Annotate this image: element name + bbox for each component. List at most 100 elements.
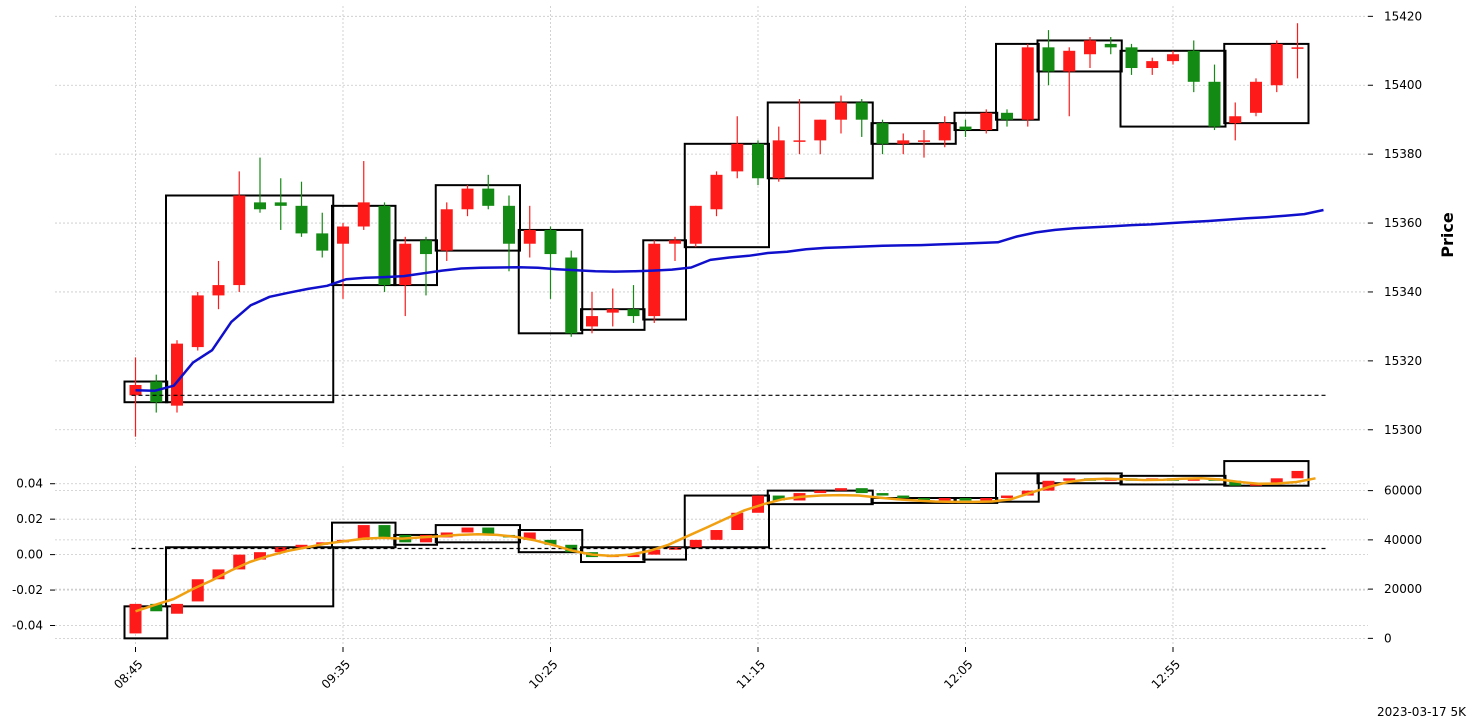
right-tick-label: 20000 (1384, 582, 1422, 596)
candle-body (191, 295, 204, 348)
candle-body (544, 229, 557, 255)
candle-body (129, 384, 142, 396)
indicator-bar (565, 544, 578, 553)
indicator-bar (212, 569, 225, 580)
candle-body (523, 229, 536, 244)
candle-body (1250, 81, 1262, 113)
candle-body (233, 195, 246, 286)
candle-body (295, 205, 308, 234)
indicator-bar (710, 530, 723, 540)
indicator-bar (129, 603, 142, 634)
indicator-box (393, 533, 438, 546)
indicator-box (870, 497, 957, 504)
candle-body (1125, 47, 1138, 69)
candle-body (1187, 50, 1200, 82)
candle-body (337, 226, 349, 244)
candle-body (1270, 43, 1283, 86)
x-tick-label: 09:35 (319, 657, 353, 691)
candle-body (897, 140, 910, 144)
candle-body (689, 205, 702, 244)
candle-body (752, 143, 764, 179)
left-tick-label: -0.02 (12, 583, 43, 597)
indicator-bar (855, 488, 868, 494)
x-tick-label: 12:05 (941, 657, 975, 691)
price-candles (129, 23, 1304, 437)
indicator-bar (959, 498, 972, 501)
indicator-bar (669, 547, 681, 550)
price-box (123, 380, 169, 404)
x-tick-label: 10:25 (526, 657, 560, 691)
indicator-bar (544, 539, 557, 545)
indicator-bar (150, 603, 163, 612)
candle-body (316, 233, 329, 251)
price-box (434, 184, 521, 252)
price-box (870, 122, 957, 145)
indicator-bar (1001, 495, 1013, 499)
left-tick-label: -0.04 (12, 619, 43, 633)
price-tick-label: 15380 (1384, 147, 1422, 161)
indicator-bar (378, 525, 391, 538)
indicator-bar (689, 539, 702, 548)
candle-body (606, 309, 619, 313)
candle-body (835, 102, 847, 120)
x-tick-label: 08:45 (111, 657, 145, 691)
indicator-box (517, 529, 584, 554)
indicator-box (434, 524, 521, 544)
candle-body (814, 119, 827, 141)
candle-body (938, 123, 951, 141)
price-box (766, 101, 874, 180)
indicator-box (995, 472, 1040, 503)
candle-body (855, 102, 868, 120)
indicator-bar (731, 512, 744, 531)
candle-body (171, 343, 183, 406)
candle-body (1291, 47, 1304, 49)
indicator-box (580, 546, 646, 564)
candle-body (627, 309, 640, 317)
indicator-bar (1291, 470, 1304, 479)
indicator-box (1223, 460, 1310, 487)
price-tick-label: 15360 (1384, 216, 1422, 230)
candle-body (1104, 43, 1117, 48)
candle-body (772, 140, 785, 179)
indicator-bar (357, 525, 370, 540)
indicator-bar (1229, 480, 1242, 486)
indicator-bar (814, 490, 827, 494)
candle-body (1208, 81, 1221, 127)
indicator-bar (627, 554, 640, 558)
price-box (393, 239, 438, 287)
indicator-line (135, 477, 1316, 613)
candle-body (420, 240, 432, 255)
candle-body (254, 202, 266, 210)
indicator-bar (274, 547, 287, 553)
left-tick-label: 0.02 (16, 512, 43, 526)
indicator-bar (482, 527, 495, 535)
indicator-bar (835, 488, 847, 491)
indicator-bar (523, 532, 536, 540)
price-axis-title: Price (1438, 212, 1457, 258)
candle-body (731, 143, 744, 172)
candle-body (503, 205, 515, 244)
candle-body (959, 126, 972, 131)
indicator-bar (420, 534, 432, 543)
indicator-bar (254, 552, 266, 560)
price-box (1223, 42, 1310, 125)
indicator-bar (171, 603, 183, 614)
indicator-boxes (123, 460, 1310, 640)
candle-body (586, 316, 598, 327)
price-box (1036, 39, 1123, 73)
candle-body (1229, 116, 1242, 124)
candle-body (669, 240, 681, 244)
moving-average-line (135, 208, 1324, 393)
indicator-bar (752, 495, 764, 513)
candle-body (378, 205, 391, 286)
indicator-bar (191, 579, 204, 602)
indicator-bar (938, 498, 951, 501)
indicator-bar (1270, 478, 1283, 484)
candle-body (1063, 50, 1076, 72)
left-tick-label: 0.04 (16, 477, 43, 491)
indicator-bar (295, 544, 308, 548)
price-box (683, 142, 770, 249)
candle-body (648, 243, 661, 317)
indicator-box (683, 494, 770, 549)
